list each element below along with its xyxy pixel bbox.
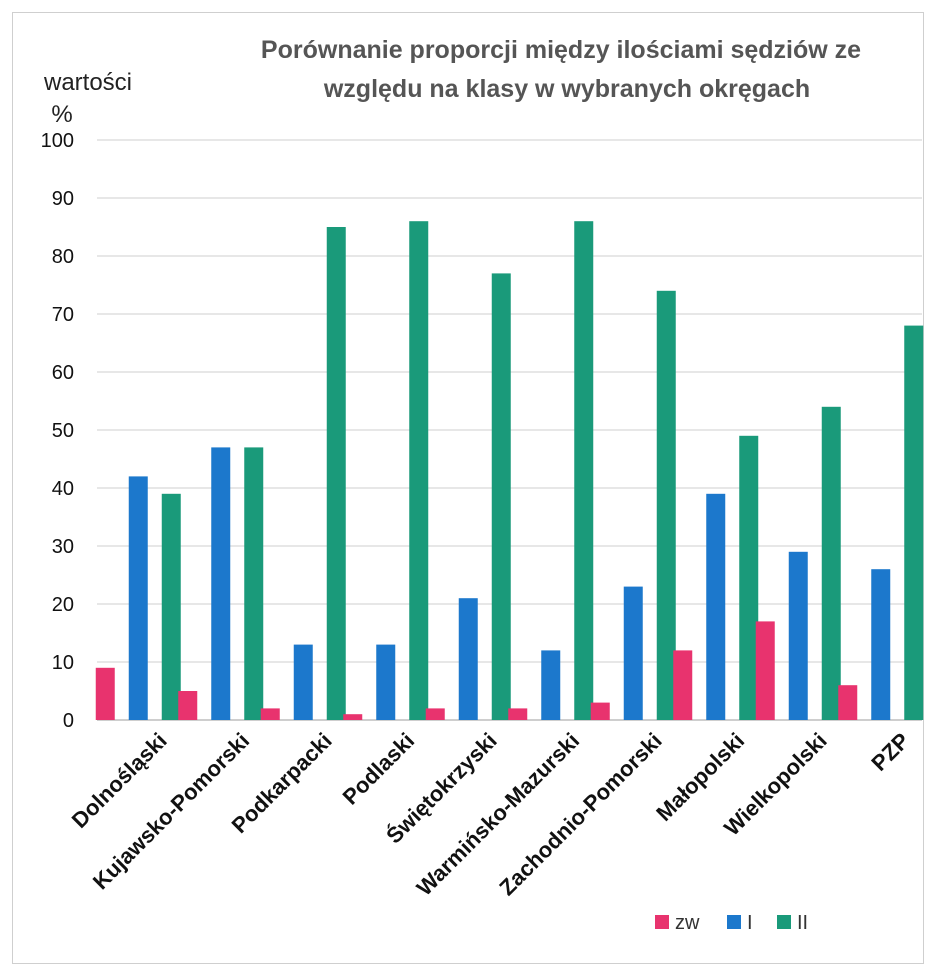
y-tick-label: 30 <box>52 536 74 558</box>
gridlines <box>97 139 922 721</box>
y-tick-label: 50 <box>52 420 74 442</box>
category-label: Zachodnio-Pomorski <box>494 728 666 900</box>
bars <box>95 221 924 720</box>
category-label: Warmińsko-Mazurski <box>412 728 585 901</box>
legend-label-II: II <box>797 912 808 934</box>
bar-I-1 <box>211 447 231 720</box>
category-label: PZP <box>866 728 914 776</box>
bar-II-3 <box>409 221 429 720</box>
bar-zw-4 <box>425 708 445 720</box>
bar-zw-9 <box>838 685 858 720</box>
y-axis-label-line-2: % <box>51 101 72 128</box>
legend-swatch-I <box>727 915 741 929</box>
bar-II-1 <box>244 447 264 720</box>
bar-zw-6 <box>590 702 610 720</box>
y-tick-label: 20 <box>52 594 74 616</box>
bar-II-5 <box>574 221 594 720</box>
y-tick-label: 100 <box>41 130 74 152</box>
category-label: Kujawsko-Pomorski <box>88 728 254 894</box>
y-axis-ticks: 0 10 20 30 40 50 60 70 80 90 100 <box>41 130 74 732</box>
y-tick-label: 0 <box>63 710 74 732</box>
bar-I-4 <box>458 598 478 720</box>
bar-zw-3 <box>343 714 363 720</box>
bar-I-6 <box>623 586 643 720</box>
y-tick-label: 90 <box>52 188 74 210</box>
bar-II-2 <box>326 227 346 720</box>
bar-II-7 <box>739 435 759 720</box>
bar-I-3 <box>376 644 396 720</box>
bar-II-0 <box>161 493 181 720</box>
bar-I-9 <box>871 569 891 720</box>
chart-title-line-2: względu na klasy w wybranych okręgach <box>323 75 810 103</box>
y-axis-label-line-1: wartości <box>43 69 132 96</box>
y-tick-label: 70 <box>52 304 74 326</box>
legend: zw I II <box>655 912 808 934</box>
legend-label-I: I <box>747 912 753 934</box>
legend-swatch-zw <box>655 915 669 929</box>
bar-I-8 <box>788 551 808 720</box>
legend-swatch-II <box>777 915 791 929</box>
bar-I-2 <box>293 644 313 720</box>
bar-zw-5 <box>508 708 528 720</box>
y-tick-label: 10 <box>52 652 74 674</box>
bar-I-0 <box>128 476 148 720</box>
bar-II-6 <box>656 290 676 720</box>
y-tick-label: 80 <box>52 246 74 268</box>
bar-zw-7 <box>673 650 693 720</box>
category-label: Podlaski <box>338 728 420 810</box>
bar-zw-2 <box>260 708 280 720</box>
bar-zw-8 <box>755 621 775 720</box>
bar-II-4 <box>491 273 511 720</box>
bar-zw-0 <box>95 667 115 720</box>
chart-title-line-1: Porównanie proporcji między ilościami sę… <box>261 36 861 64</box>
bar-I-5 <box>541 650 561 720</box>
bar-II-8 <box>821 406 841 720</box>
bar-I-7 <box>706 493 726 720</box>
bar-II-9 <box>904 325 924 720</box>
legend-label-zw: zw <box>675 912 700 934</box>
y-tick-label: 40 <box>52 478 74 500</box>
y-tick-label: 60 <box>52 362 74 384</box>
bar-zw-1 <box>178 691 198 720</box>
